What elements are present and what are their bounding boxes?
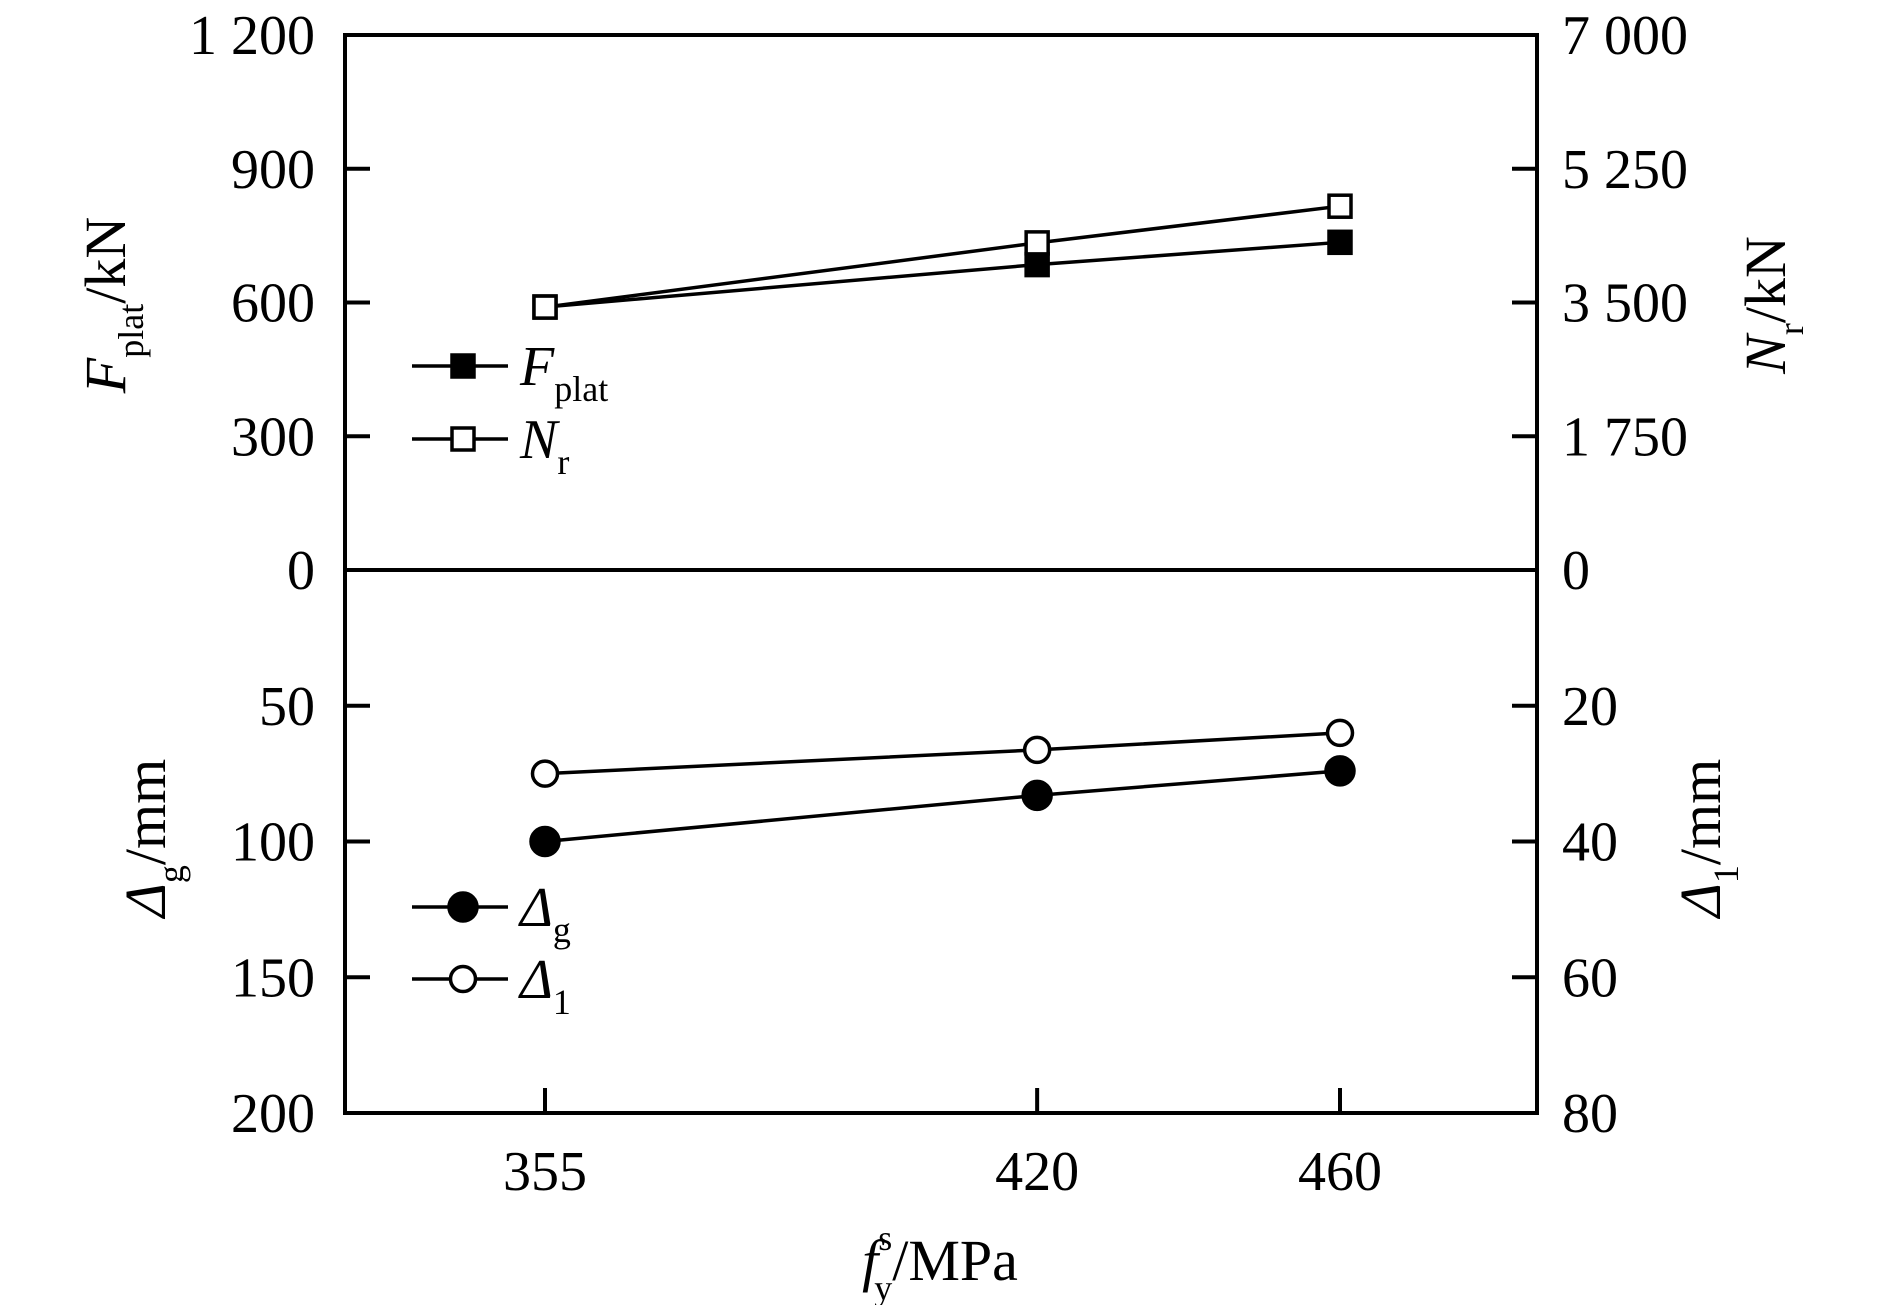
bottom-left-axis-title: Δg/mm [113,759,191,919]
top-left-tick-label: 600 [231,273,315,335]
legend-marker-open-circle [448,964,478,994]
top-right-axis-title: Nr/kN [1733,236,1811,375]
bottom-left-tick-label: 50 [259,676,315,738]
x-tick-label: 355 [503,1141,587,1203]
bottom-right-axis-title-unit: /mm [1668,759,1733,865]
bottom-right-axis-title-main: Δ [1668,883,1733,919]
x-axis-title-sub: y [874,1268,892,1305]
bottom-left-tick-label: 150 [231,947,315,1009]
data-point-filled-circle [1021,779,1053,812]
data-point-filled-circle [1324,755,1356,787]
data-point-open-circle [530,759,560,788]
series-line-filled-square [544,240,1341,309]
bottom-right-axis-title-sub: 1 [1706,865,1746,883]
legend-marker-filled-circle [447,891,479,923]
top-left-tick-label: 0 [287,540,315,602]
top-right-tick-label: 7 000 [1562,5,1688,67]
bottom-right-tick-label: 60 [1562,947,1618,1009]
legend-name: Δ [518,949,553,1011]
bottom-left-tick-label: 200 [231,1083,315,1145]
x-axis-title: fs y/MPa [862,1218,1018,1305]
x-axis-title-sup: s [878,1218,892,1258]
data-point-open-square [1327,193,1353,219]
top-left-tick-label: 1 200 [189,5,315,67]
legend-name-sub: r [557,442,569,482]
legend-name-sub: 1 [553,982,571,1022]
x-tick-label: 420 [995,1141,1079,1203]
bottom-right-axis-title: Δ1/mm [1668,759,1746,919]
top-right-tick-label: 5 250 [1562,139,1688,201]
top-right-tick-label: 3 500 [1562,273,1688,335]
top-right-axis-title-unit: /kN [1733,236,1798,323]
data-point-open-square [1024,230,1050,256]
x-axis-title-unit: /MPa [892,1228,1018,1293]
legend-marker-filled-square [450,353,476,379]
bottom-right-tick-label: 40 [1562,812,1618,874]
legend-entry: Fplat [519,336,608,409]
top-left-axis-title-main: F [73,357,138,394]
bottom-right-tick-label: 80 [1562,1083,1618,1145]
bottom-left-axis-title-sub: g [151,865,191,883]
data-point-filled-square [1327,229,1353,256]
top-left-tick-label: 900 [231,139,315,201]
legend-name: Δ [518,877,553,939]
legend-name-sub: plat [554,369,608,409]
top-left-axis-title-unit: /kN [73,217,138,304]
series-line-open-circle [544,731,1341,776]
series-line-filled-circle [544,769,1341,844]
top-left-axis-title: Fplat/kN [73,217,151,394]
legend-name-sub: g [553,910,571,950]
top-right-tick-label: 0 [1562,540,1590,602]
data-point-filled-circle [529,825,561,858]
data-point-open-square [532,294,558,320]
data-point-open-circle [1325,718,1355,748]
legend-name: F [519,336,555,398]
x-tick-label: 460 [1298,1141,1382,1203]
top-left-tick-label: 300 [231,406,315,468]
bottom-left-tick-label: 100 [231,812,315,874]
legend-entry: Δg [518,877,571,950]
legend-marker-open-square [450,426,476,452]
bottom-left-axis-title-main: Δ [113,883,178,919]
top-right-axis-title-sub: r [1771,323,1811,335]
top-right-tick-label: 1 750 [1562,406,1688,468]
legend-entry: Δ1 [518,949,571,1022]
bottom-right-tick-label: 20 [1562,676,1618,738]
top-right-axis-title-main: N [1733,332,1798,375]
plot-frame [343,33,1539,1115]
top-left-axis-title-sub: plat [111,304,151,358]
data-point-open-circle [1022,735,1052,765]
series-line-open-square [544,204,1341,309]
legend-name: N [519,409,560,471]
legend-entry: Nr [519,409,569,482]
data-point-filled-square [1024,251,1050,278]
bottom-left-axis-title-unit: /mm [113,759,178,865]
